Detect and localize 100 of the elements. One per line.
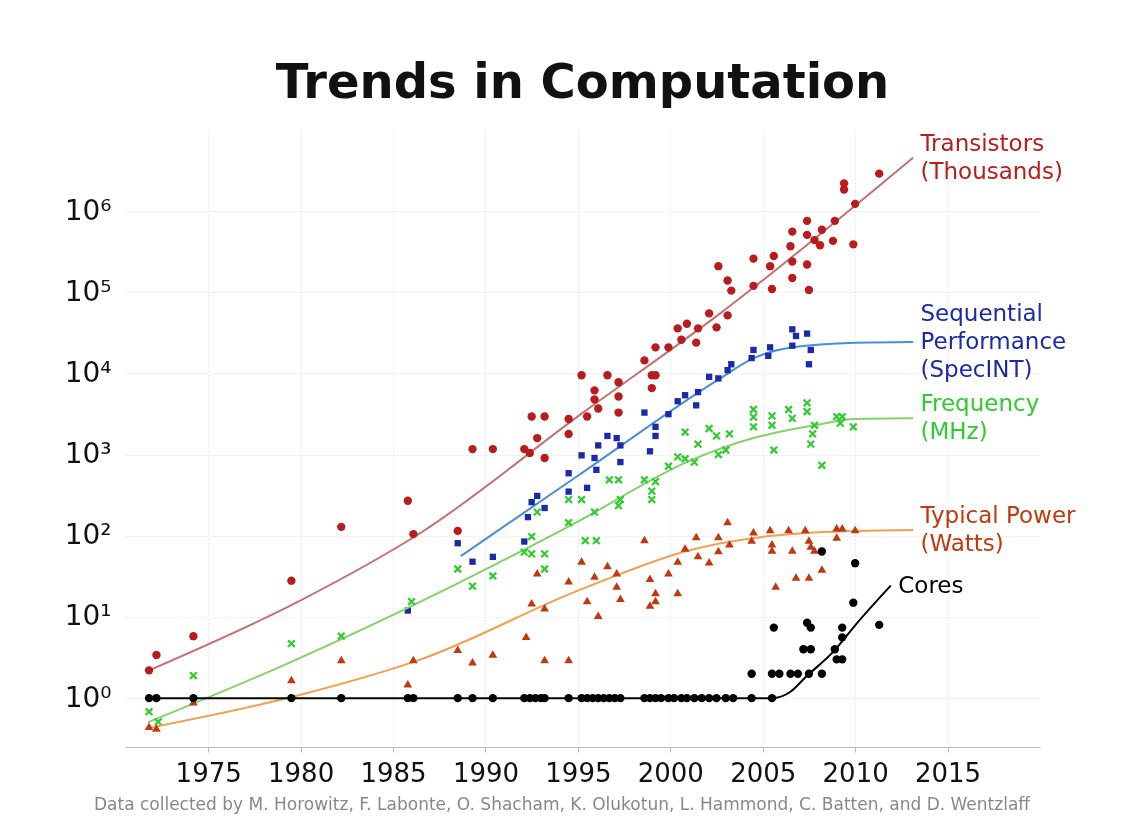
point xyxy=(693,551,703,560)
point xyxy=(521,538,528,545)
point xyxy=(725,539,734,548)
point xyxy=(652,423,659,431)
series-label: Cores xyxy=(898,572,964,599)
point xyxy=(153,717,163,727)
point xyxy=(590,507,599,517)
point xyxy=(640,535,649,544)
point xyxy=(693,402,700,409)
point xyxy=(188,671,198,680)
point xyxy=(791,573,801,581)
point xyxy=(784,405,794,414)
point xyxy=(403,680,413,688)
point xyxy=(604,475,614,485)
point xyxy=(641,409,648,416)
point xyxy=(524,513,532,521)
x-tick-label: 2005 xyxy=(730,757,797,788)
point xyxy=(674,398,681,405)
point xyxy=(617,458,624,466)
point xyxy=(540,655,549,664)
point xyxy=(616,594,625,603)
point xyxy=(704,424,714,433)
x-tick-label: 2000 xyxy=(637,757,704,788)
line-series xyxy=(460,340,914,557)
x-tick-label: 1980 xyxy=(268,757,335,788)
point xyxy=(807,346,814,354)
point xyxy=(144,707,154,717)
point xyxy=(646,448,654,455)
point xyxy=(767,539,777,548)
point xyxy=(771,582,780,590)
point xyxy=(765,525,775,534)
point xyxy=(564,576,573,585)
point xyxy=(817,460,827,470)
point xyxy=(453,645,463,654)
point xyxy=(704,557,714,566)
point xyxy=(591,536,601,546)
point xyxy=(407,597,416,606)
point xyxy=(715,375,722,382)
point xyxy=(651,596,660,605)
point xyxy=(817,565,827,573)
point xyxy=(488,650,498,658)
point xyxy=(591,454,598,462)
point xyxy=(651,477,660,487)
point xyxy=(528,498,535,506)
x-tick-label: 1990 xyxy=(452,757,520,788)
y-tick-label: 10⁰ xyxy=(64,680,112,714)
point xyxy=(694,388,702,396)
point xyxy=(681,392,689,399)
point xyxy=(645,574,655,582)
point xyxy=(664,461,673,471)
point xyxy=(541,504,548,512)
point xyxy=(693,439,703,449)
y-tick-label: 10⁶ xyxy=(64,193,112,227)
point xyxy=(468,658,477,666)
point xyxy=(850,525,860,534)
point xyxy=(532,569,542,577)
point xyxy=(787,546,797,554)
point xyxy=(689,457,699,467)
point xyxy=(565,470,572,477)
point xyxy=(593,466,600,473)
point xyxy=(725,429,734,439)
point xyxy=(489,553,497,561)
point xyxy=(578,452,585,459)
point xyxy=(832,533,841,541)
point xyxy=(409,655,418,664)
point xyxy=(747,536,756,544)
point xyxy=(665,411,672,418)
point xyxy=(593,611,603,619)
point xyxy=(792,332,800,340)
point xyxy=(590,572,599,580)
point xyxy=(705,373,713,380)
point xyxy=(673,452,683,462)
point xyxy=(651,588,660,597)
point xyxy=(721,445,731,455)
point xyxy=(673,557,683,565)
point xyxy=(787,413,797,423)
point xyxy=(749,528,758,536)
point xyxy=(769,445,779,455)
point xyxy=(534,492,541,500)
point xyxy=(645,601,655,609)
text: Sequential Performance (SpecINT) xyxy=(920,299,1067,382)
point xyxy=(519,547,529,557)
point xyxy=(583,484,591,491)
point xyxy=(521,632,531,640)
point xyxy=(527,532,537,541)
y-tick-label: 10³ xyxy=(64,437,112,471)
point xyxy=(613,434,620,442)
x-tick-label: 2015 xyxy=(914,757,982,788)
point xyxy=(723,517,732,526)
point xyxy=(540,564,550,574)
point xyxy=(748,354,755,362)
point xyxy=(680,454,690,464)
point xyxy=(617,442,624,449)
chart-title: Trends in Computation xyxy=(275,53,890,109)
point xyxy=(336,655,346,664)
point xyxy=(527,598,536,607)
point xyxy=(454,540,461,547)
point xyxy=(766,344,774,351)
point xyxy=(469,558,476,565)
point xyxy=(468,581,477,591)
